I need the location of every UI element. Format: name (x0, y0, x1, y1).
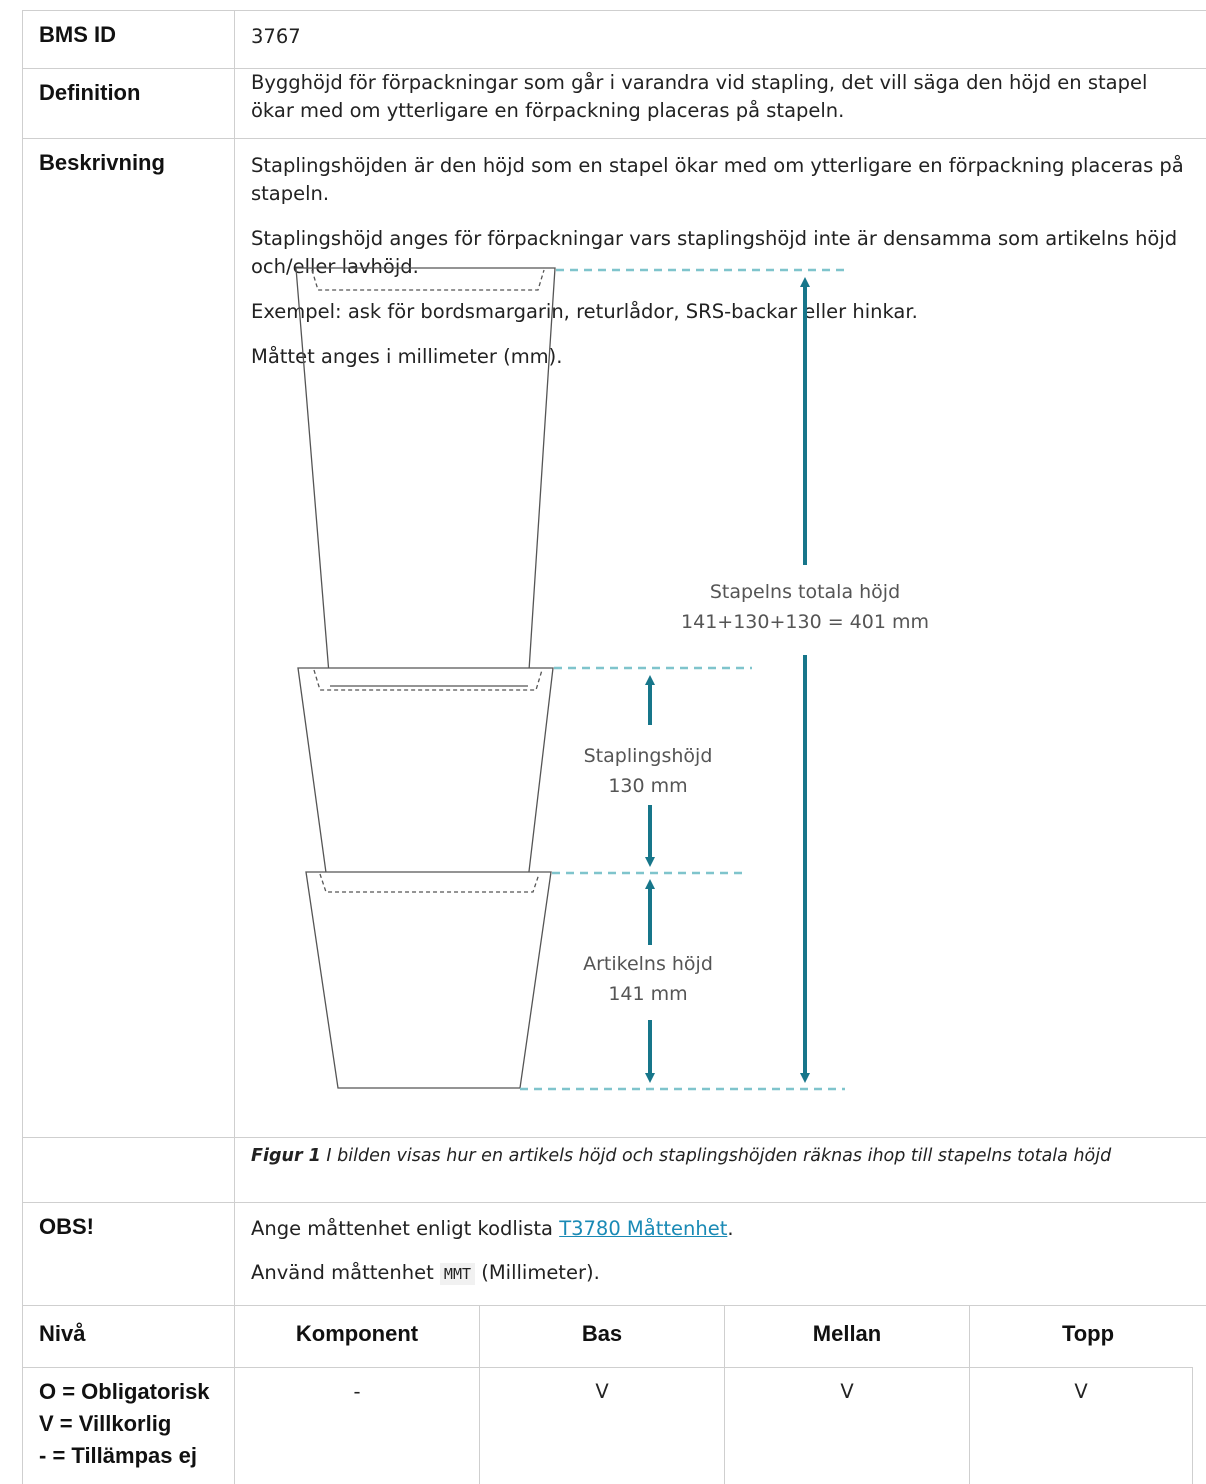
legend-item: - = Tillämpas ej (39, 1443, 197, 1468)
text: Bygghöjd för förpackningar som går i var… (251, 71, 1148, 122)
value-cell: Bygghöjd för förpackningar som går i var… (234, 68, 1206, 138)
paragraph: Staplingshöjden är den höjd som en stape… (251, 154, 1184, 205)
legend-item: O = Obligatorisk (39, 1379, 210, 1404)
label: BMS ID (39, 22, 116, 47)
caption-cell: Figur 1 I bilden visas hur en artikels h… (234, 1137, 1206, 1202)
paragraph: Exempel: ask för bordsmargarin, returlåd… (251, 300, 918, 323)
text: Använd måttenhet (251, 1261, 440, 1284)
label: Definition (39, 80, 141, 105)
header-cell: Bas (479, 1305, 724, 1367)
paragraph: Ange måttenhet enligt kodlista T3780 Måt… (251, 1215, 1190, 1243)
level-cell: V (724, 1367, 969, 1484)
header-cell: Mellan (724, 1305, 969, 1367)
value-cell: Staplingshöjden är den höjd som en stape… (234, 138, 1206, 1137)
caption: I bilden visas hur en artikels höjd och … (320, 1146, 1112, 1166)
level-value: V (1074, 1380, 1088, 1403)
header: Komponent (295, 1321, 419, 1346)
paragraph: Staplingshöjd anges för förpackningar va… (251, 227, 1178, 278)
label: OBS! (39, 1214, 94, 1239)
value-cell: Ange måttenhet enligt kodlista T3780 Måt… (234, 1202, 1206, 1305)
level-value: - (353, 1380, 361, 1403)
text: (Millimeter). (475, 1261, 600, 1284)
empty-cell (22, 1137, 234, 1202)
code: MMT (439, 1263, 476, 1285)
header: Nivå (39, 1321, 86, 1346)
header-cell: Komponent (234, 1305, 479, 1367)
legend-item: V = Villkorlig (39, 1411, 172, 1436)
text: Ange måttenhet enligt kodlista (251, 1217, 560, 1240)
header: Topp (1061, 1321, 1115, 1346)
label-cell: BMS ID (22, 10, 234, 68)
caption-prefix: Figur 1 (251, 1146, 321, 1166)
legend-cell: O = Obligatorisk V = Villkorlig - = Till… (22, 1367, 234, 1484)
label: Beskrivning (39, 150, 165, 175)
label-cell: Beskrivning (22, 138, 234, 1137)
level-value: V (840, 1380, 854, 1403)
value-cell: 3767 (234, 10, 1206, 68)
paragraph: Måttet anges i millimeter (mm). (251, 345, 563, 368)
level-cell: V (969, 1367, 1193, 1484)
text: . (727, 1217, 734, 1240)
link[interactable]: T3780 Måttenhet (559, 1217, 728, 1240)
header-cell: Nivå (22, 1305, 234, 1367)
level-cell: V (479, 1367, 724, 1484)
paragraph: Använd måttenhet MMT (Millimeter). (251, 1259, 1190, 1288)
value: 3767 (251, 25, 301, 48)
label-cell: Definition (22, 68, 234, 138)
header: Bas (581, 1321, 623, 1346)
header: Mellan (812, 1321, 882, 1346)
level-value: V (595, 1380, 609, 1403)
header-cell: Topp (969, 1305, 1206, 1367)
label-cell: OBS! (22, 1202, 234, 1305)
level-cell: - (234, 1367, 479, 1484)
